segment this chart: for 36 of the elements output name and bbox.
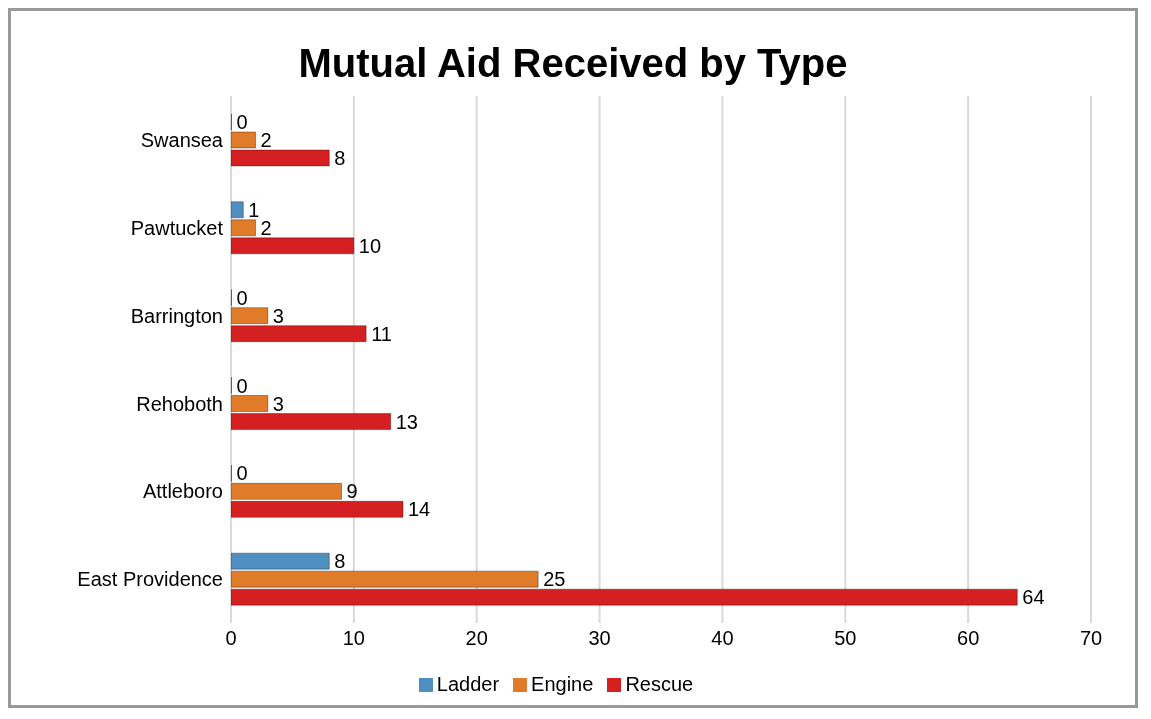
x-tick-label: 70	[1079, 627, 1103, 650]
data-label: 2	[260, 216, 272, 239]
x-tick-label: 10	[342, 627, 365, 650]
data-label: 3	[272, 392, 284, 415]
data-label: 0	[236, 462, 248, 485]
data-label: 0	[236, 286, 248, 309]
x-tick-label: 40	[711, 627, 734, 650]
data-label: 0	[236, 374, 248, 397]
x-tick-label: 50	[834, 627, 857, 650]
x-tick-label: 30	[588, 627, 611, 650]
data-label: 11	[371, 322, 392, 345]
data-label: 2	[260, 129, 272, 152]
x-tick-label: 0	[225, 627, 237, 650]
chart-title: Mutual Aid Received by Type	[297, 41, 849, 86]
y-tick-label: Swansea	[140, 129, 224, 152]
x-tick-label: 60	[957, 627, 980, 650]
data-label: 0	[236, 111, 248, 134]
legend-label: Rescue	[625, 673, 694, 696]
data-label: 25	[543, 568, 566, 591]
legend-label: Ladder	[436, 673, 500, 696]
data-label: 9	[346, 480, 358, 503]
data-label: 10	[358, 234, 382, 257]
y-tick-label: East Providence	[77, 568, 223, 591]
data-label: 1	[248, 198, 260, 221]
legend-label: Engine	[531, 673, 594, 696]
data-label: 13	[395, 410, 418, 433]
y-tick-label: Rehoboth	[136, 392, 223, 415]
y-tick-label: Pawtucket	[130, 216, 224, 239]
data-label: 14	[408, 498, 431, 521]
y-tick-label: Barrington	[130, 304, 223, 327]
data-label: 64	[1022, 586, 1045, 609]
data-label: 3	[272, 304, 284, 327]
data-label: 8	[334, 147, 346, 170]
y-tick-label: Attleboro	[142, 480, 223, 503]
x-tick-label: 20	[465, 627, 488, 650]
data-label: 8	[334, 550, 346, 573]
